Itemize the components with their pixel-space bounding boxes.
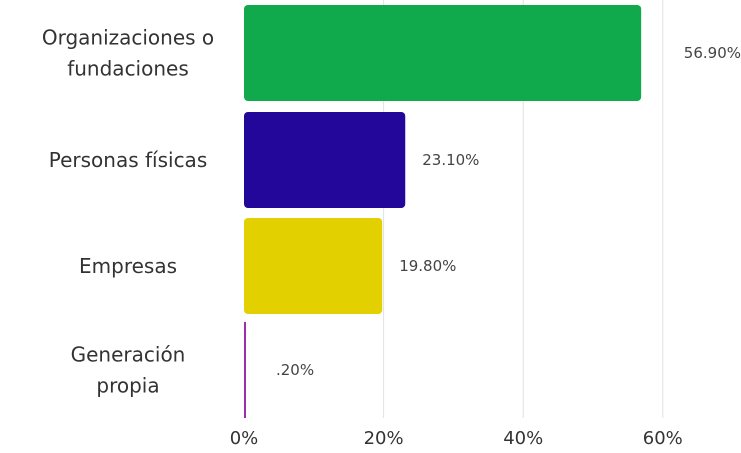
x-tick-label: 20% — [364, 428, 404, 449]
data-label: 23.10% — [422, 151, 479, 169]
category-label: Personas físicas — [49, 148, 208, 172]
bar — [244, 112, 406, 208]
category-label: Generación — [71, 343, 186, 367]
labels: 0% 20% 40% 60% 56.90% Organizaciones o fundaci… — [42, 26, 741, 450]
bar — [244, 322, 246, 418]
x-tick-label: 40% — [503, 428, 543, 449]
data-label: 19.80% — [399, 257, 456, 275]
category-label: Organizaciones o — [42, 26, 214, 50]
x-tick-label: 0% — [230, 428, 259, 449]
category-label: Empresas — [79, 254, 177, 278]
category-label: propia — [96, 374, 159, 398]
bar — [244, 5, 642, 101]
bar — [244, 218, 383, 314]
data-label: .20% — [276, 361, 314, 379]
x-tick-label: 60% — [643, 428, 683, 449]
category-label: fundaciones — [67, 57, 189, 81]
data-label: 56.90% — [684, 44, 741, 62]
bars — [244, 5, 642, 418]
